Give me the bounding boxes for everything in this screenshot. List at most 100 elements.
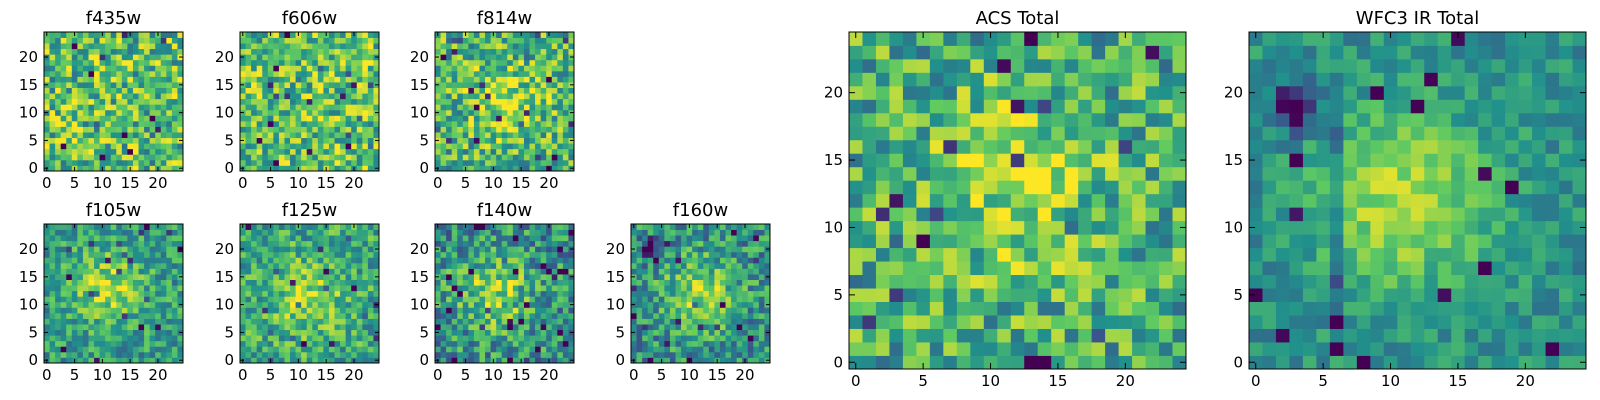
heatmap-cell [1118, 193, 1133, 208]
heatmap-cell [290, 351, 296, 358]
heatmap-cell [278, 126, 285, 133]
heatmap-cell [747, 268, 754, 275]
heatmap-cell [284, 351, 291, 358]
heatmap-cell [686, 229, 693, 236]
heatmap-cell [468, 257, 475, 264]
heatmap-cell [367, 98, 374, 105]
heatmap-cell [714, 324, 721, 331]
heatmap-cell [312, 235, 319, 242]
heatmap-cell [496, 32, 503, 38]
heatmap-cell [105, 318, 112, 325]
heatmap-cell [149, 98, 156, 105]
heatmap-cell [462, 93, 469, 100]
heatmap-cell [557, 357, 564, 364]
heatmap-cell [295, 285, 302, 292]
heatmap-cell [240, 159, 246, 166]
heatmap-cell [116, 235, 123, 242]
heatmap-cell [251, 318, 258, 325]
x-tick-label: 0 [238, 366, 248, 384]
heatmap-cell [889, 342, 904, 356]
heatmap-cell [753, 301, 760, 308]
heatmap-cell [518, 312, 525, 319]
heatmap-cell [144, 262, 151, 269]
heatmap-cell [82, 351, 89, 358]
heatmap-cell [334, 159, 341, 166]
heatmap-cell [473, 357, 480, 364]
heatmap-cell [245, 235, 252, 242]
heatmap-cell [351, 312, 358, 319]
heatmap-cell [251, 279, 258, 286]
heatmap-cell [479, 120, 486, 127]
heatmap-cell [345, 132, 352, 139]
heatmap-cell [94, 98, 100, 105]
heatmap-cell [551, 70, 558, 77]
heatmap-cell [1037, 315, 1052, 329]
heatmap-cell [177, 257, 184, 264]
heatmap-cell [736, 224, 743, 230]
heatmap-cell [1024, 234, 1039, 249]
heatmap-cell [71, 48, 78, 55]
heatmap-cell [943, 234, 958, 249]
heatmap-cell [916, 342, 931, 356]
heatmap-cell [742, 240, 749, 247]
heatmap-cell [88, 98, 95, 105]
heatmap-cell [121, 48, 128, 55]
heatmap-cell [177, 87, 184, 94]
heatmap-cell [540, 87, 547, 94]
heatmap-cell [529, 318, 536, 325]
heatmap-cell [1010, 193, 1025, 208]
heatmap-cell [568, 37, 575, 44]
heatmap-cell [306, 65, 313, 72]
heatmap-cell [60, 159, 67, 166]
heatmap-cell [245, 137, 252, 144]
heatmap-cell [55, 351, 62, 358]
heatmap-cell [116, 148, 123, 155]
heatmap-cell [284, 32, 291, 38]
heatmap-cell [149, 87, 156, 94]
heatmap-cell [551, 257, 558, 264]
heatmap-cell [535, 351, 542, 358]
heatmap-cell [60, 301, 67, 308]
heatmap-cell [290, 154, 296, 161]
heatmap-cell [110, 307, 117, 314]
heatmap-cell [60, 32, 67, 38]
heatmap-cell [273, 346, 280, 353]
heatmap-cell [317, 301, 324, 308]
heatmap-cell [71, 290, 78, 297]
heatmap-cell [295, 229, 302, 236]
heatmap-cell [66, 285, 73, 292]
heatmap-cell [568, 351, 575, 358]
heatmap-cell [479, 32, 486, 38]
heatmap-cell [753, 285, 760, 292]
heatmap-cell [278, 290, 285, 297]
heatmap-cell [849, 220, 863, 235]
heatmap-cell [127, 351, 134, 358]
heatmap-cell [116, 104, 123, 111]
heatmap-cell [551, 148, 558, 155]
heatmap-cell [121, 154, 128, 161]
heatmap-cell [512, 229, 519, 236]
heatmap-cell [457, 246, 464, 253]
heatmap-cell [351, 43, 358, 50]
heatmap-cell [66, 346, 73, 353]
heatmap-cell [568, 307, 575, 314]
heatmap-cell [697, 346, 704, 353]
heatmap-cells [240, 32, 380, 172]
heatmap-cell [105, 296, 112, 303]
heatmap-cell [60, 65, 67, 72]
heatmap-cell [546, 274, 553, 280]
heatmap-cell [540, 324, 547, 331]
heatmap-cell [686, 301, 693, 308]
heatmap-cell [490, 246, 497, 253]
heatmap-cell [523, 229, 530, 236]
heatmap-cell [529, 307, 536, 314]
heatmap-cell [328, 98, 335, 105]
heatmap-cell [71, 318, 78, 325]
heatmap-cell [731, 346, 738, 353]
heatmap-cell [708, 340, 715, 347]
heatmap-cell [523, 346, 530, 353]
heatmap-cell [373, 318, 380, 325]
heatmap-cell [323, 346, 330, 353]
heatmap-cell [116, 159, 123, 166]
heatmap-cell [334, 59, 341, 66]
